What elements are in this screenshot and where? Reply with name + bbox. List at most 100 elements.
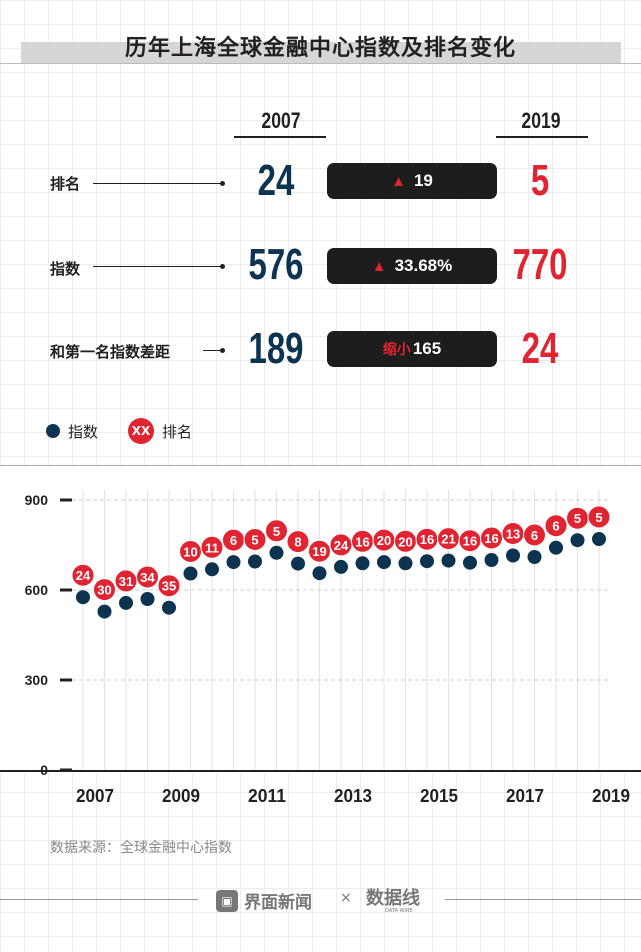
index-point xyxy=(97,604,112,619)
rank-label: 11 xyxy=(205,540,219,555)
row-connector xyxy=(93,181,225,186)
rank-label: 34 xyxy=(140,570,155,585)
rank-marker xyxy=(157,574,181,598)
index-2019: 770 xyxy=(512,240,568,289)
index-point xyxy=(76,590,90,605)
legend-index-label: 指数 xyxy=(68,422,99,441)
index-point xyxy=(484,553,499,567)
index-point xyxy=(140,592,155,606)
x-tick-label: 2007 xyxy=(76,786,114,806)
rank-label: 21 xyxy=(441,532,455,547)
page-title: 历年上海全球金融中心指数及排名变化 xyxy=(124,36,516,61)
year-start: 2007 xyxy=(261,108,301,133)
index-point xyxy=(248,554,262,569)
rank-marker xyxy=(523,523,546,547)
rank-label: 30 xyxy=(97,583,111,598)
rank-label: 10 xyxy=(183,545,197,560)
rank-marker xyxy=(93,578,116,602)
rank-marker xyxy=(243,528,267,551)
rank-marker xyxy=(136,565,159,589)
title-divider xyxy=(0,63,641,64)
index-point xyxy=(570,533,585,548)
legend-index-marker xyxy=(46,424,60,438)
rank-marker xyxy=(265,519,288,543)
x-tick-label: 2015 xyxy=(420,786,458,806)
rank-marker xyxy=(544,514,568,538)
index-point xyxy=(119,595,133,610)
brand-datawire-logo: 数据线 xyxy=(366,888,420,909)
index-change-badge: ▲ 33.68% xyxy=(327,248,497,284)
index-point xyxy=(205,562,219,577)
rank-label: 5 xyxy=(273,524,280,539)
row-label-rank: 排名 xyxy=(50,175,81,193)
rank-label: 5 xyxy=(574,511,581,526)
index-point xyxy=(162,600,176,615)
index-point xyxy=(269,545,284,560)
rank-change-value: 19 xyxy=(413,171,433,190)
arrow-up-icon: ▲ xyxy=(371,257,387,275)
rank-label: 16 xyxy=(355,534,369,549)
rank-label: 24 xyxy=(334,538,349,553)
gap-2019: 24 xyxy=(521,324,559,373)
row-connector xyxy=(203,348,225,353)
x-tick-label: 2011 xyxy=(248,786,286,806)
rank-label: 5 xyxy=(595,510,602,525)
row-label-gap: 和第一名指数差距 xyxy=(50,343,171,361)
y-tick-label: 900 xyxy=(25,492,49,508)
index-point xyxy=(592,532,606,546)
brand-separator: × xyxy=(340,890,352,906)
rank-label: 35 xyxy=(162,579,176,594)
index-point xyxy=(420,554,434,569)
index-point xyxy=(506,548,520,563)
rank-marker xyxy=(587,505,611,529)
rank-label: 6 xyxy=(531,528,538,543)
legend: 指数 XX 排名 xyxy=(46,418,192,444)
jiemian-logo-icon: ▣ xyxy=(216,890,238,912)
gap-change-prefix: 缩小 xyxy=(382,342,411,358)
x-tick-label: 2017 xyxy=(506,786,544,806)
arrow-up-icon: ▲ xyxy=(391,172,406,190)
index-2007: 576 xyxy=(248,240,304,289)
year-end-underline xyxy=(496,136,588,138)
rank-label: 13 xyxy=(506,527,520,542)
rank-marker xyxy=(200,535,224,559)
rank-label: 20 xyxy=(377,533,391,548)
rank-label: 16 xyxy=(484,531,498,546)
source-note: 数据来源：全球金融中心指数 xyxy=(50,840,232,856)
rank-label: 24 xyxy=(76,568,91,583)
y-tick-label: 300 xyxy=(25,672,49,688)
index-point xyxy=(377,555,391,570)
y-tick-label: 600 xyxy=(25,582,49,598)
index-point xyxy=(398,556,413,571)
gap-change-badge: 缩小 165 xyxy=(327,331,497,367)
index-point xyxy=(463,555,477,570)
index-point xyxy=(226,555,241,570)
rank-marker xyxy=(71,563,95,587)
index-point xyxy=(441,553,456,568)
year-start-underline xyxy=(234,136,326,138)
gap-2007: 189 xyxy=(248,324,304,373)
rank-label: 5 xyxy=(251,533,258,548)
footer-line-left xyxy=(0,899,198,900)
x-tick-label: 2013 xyxy=(334,786,372,806)
rank-2019: 5 xyxy=(530,156,550,205)
rank-label: 8 xyxy=(294,535,301,550)
rank-label: 16 xyxy=(463,534,477,549)
footer: ▣ 界面新闻 × 数据线 DATA WIRE xyxy=(0,880,641,920)
index-point xyxy=(527,550,542,564)
legend-rank-label: 排名 xyxy=(162,422,193,441)
row-label-index: 指数 xyxy=(50,260,81,278)
rank-label: 20 xyxy=(398,534,412,549)
rank-change-badge: ▲ 19 xyxy=(327,163,497,199)
rank-label: 19 xyxy=(312,544,326,559)
brand-jiemian: 界面新闻 xyxy=(244,893,312,913)
index-change-value: 33.68% xyxy=(394,256,453,275)
chart: 0300600900200720092011201320152017201924… xyxy=(0,465,641,806)
rank-label: 6 xyxy=(552,519,559,534)
title-bar xyxy=(21,42,621,64)
x-tick-label: 2009 xyxy=(162,786,200,806)
index-point xyxy=(355,556,370,571)
year-end: 2019 xyxy=(521,108,561,133)
rank-label: 6 xyxy=(230,533,237,548)
